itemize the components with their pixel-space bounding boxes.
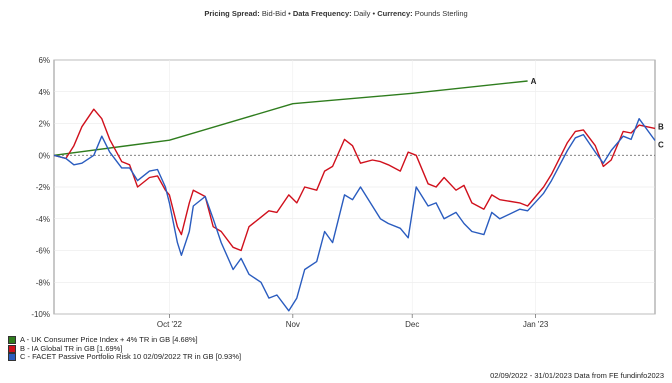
pricing-spread-label: Pricing Spread:	[204, 9, 260, 18]
y-tick-label: -2%	[36, 183, 50, 192]
series-line-c	[53, 118, 656, 312]
legend-label-b: B - IA Global TR in GB [1.69%]	[20, 343, 123, 353]
data-frequency-value: Daily	[353, 9, 371, 18]
pricing-spread-value: Bid-Bid	[261, 9, 287, 18]
y-tick-label: 2%	[38, 120, 50, 129]
series-end-label-b: B	[658, 122, 664, 131]
currency-label: Currency:	[377, 9, 413, 18]
series-line-b	[53, 108, 656, 252]
legend-label-a: A - UK Consumer Price Index + 4% TR in G…	[20, 335, 198, 344]
chart-legend: A - UK Consumer Price Index + 4% TR in G…	[8, 335, 241, 362]
series-line-a	[53, 80, 528, 156]
y-tick-label: 4%	[38, 88, 50, 97]
currency-value: Pounds Sterling	[414, 9, 468, 18]
legend-item-b[interactable]: B - IA Global TR in GB [1.69%]	[8, 343, 241, 354]
y-tick-label: 6%	[38, 56, 50, 65]
legend-item-a[interactable]: A - UK Consumer Price Index + 4% TR in G…	[8, 335, 241, 345]
x-tick-label: Dec	[405, 320, 419, 329]
x-tick-label: Oct '22	[157, 320, 183, 329]
legend-swatch-a	[8, 336, 16, 345]
x-tick-label: Jan '23	[523, 320, 549, 329]
legend-label-c: C - FACET Passive Portfolio Risk 10 02/0…	[20, 352, 242, 362]
y-tick-label: -10%	[31, 310, 50, 319]
legend-item-c[interactable]: C - FACET Passive Portfolio Risk 10 02/0…	[8, 353, 241, 362]
chart-header: Pricing Spread: Bid-Bid • Data Frequency…	[0, 9, 672, 18]
data-frequency-label: Data Frequency:	[292, 9, 352, 18]
y-tick-label: -4%	[36, 215, 50, 224]
y-tick-label: -8%	[36, 278, 50, 287]
series-end-label-c: C	[658, 140, 664, 149]
series-end-label-a: A	[531, 77, 537, 86]
legend-swatch-b	[8, 344, 16, 353]
header-separator: •	[288, 9, 293, 18]
legend-swatch-c	[8, 353, 16, 362]
y-tick-label: -6%	[36, 247, 50, 256]
chart-footer: 02/09/2022 - 31/01/2023 Data from FE fun…	[490, 371, 664, 380]
header-separator: •	[372, 9, 378, 18]
y-tick-label: 0%	[38, 151, 50, 160]
x-tick-label: Nov	[286, 320, 300, 329]
